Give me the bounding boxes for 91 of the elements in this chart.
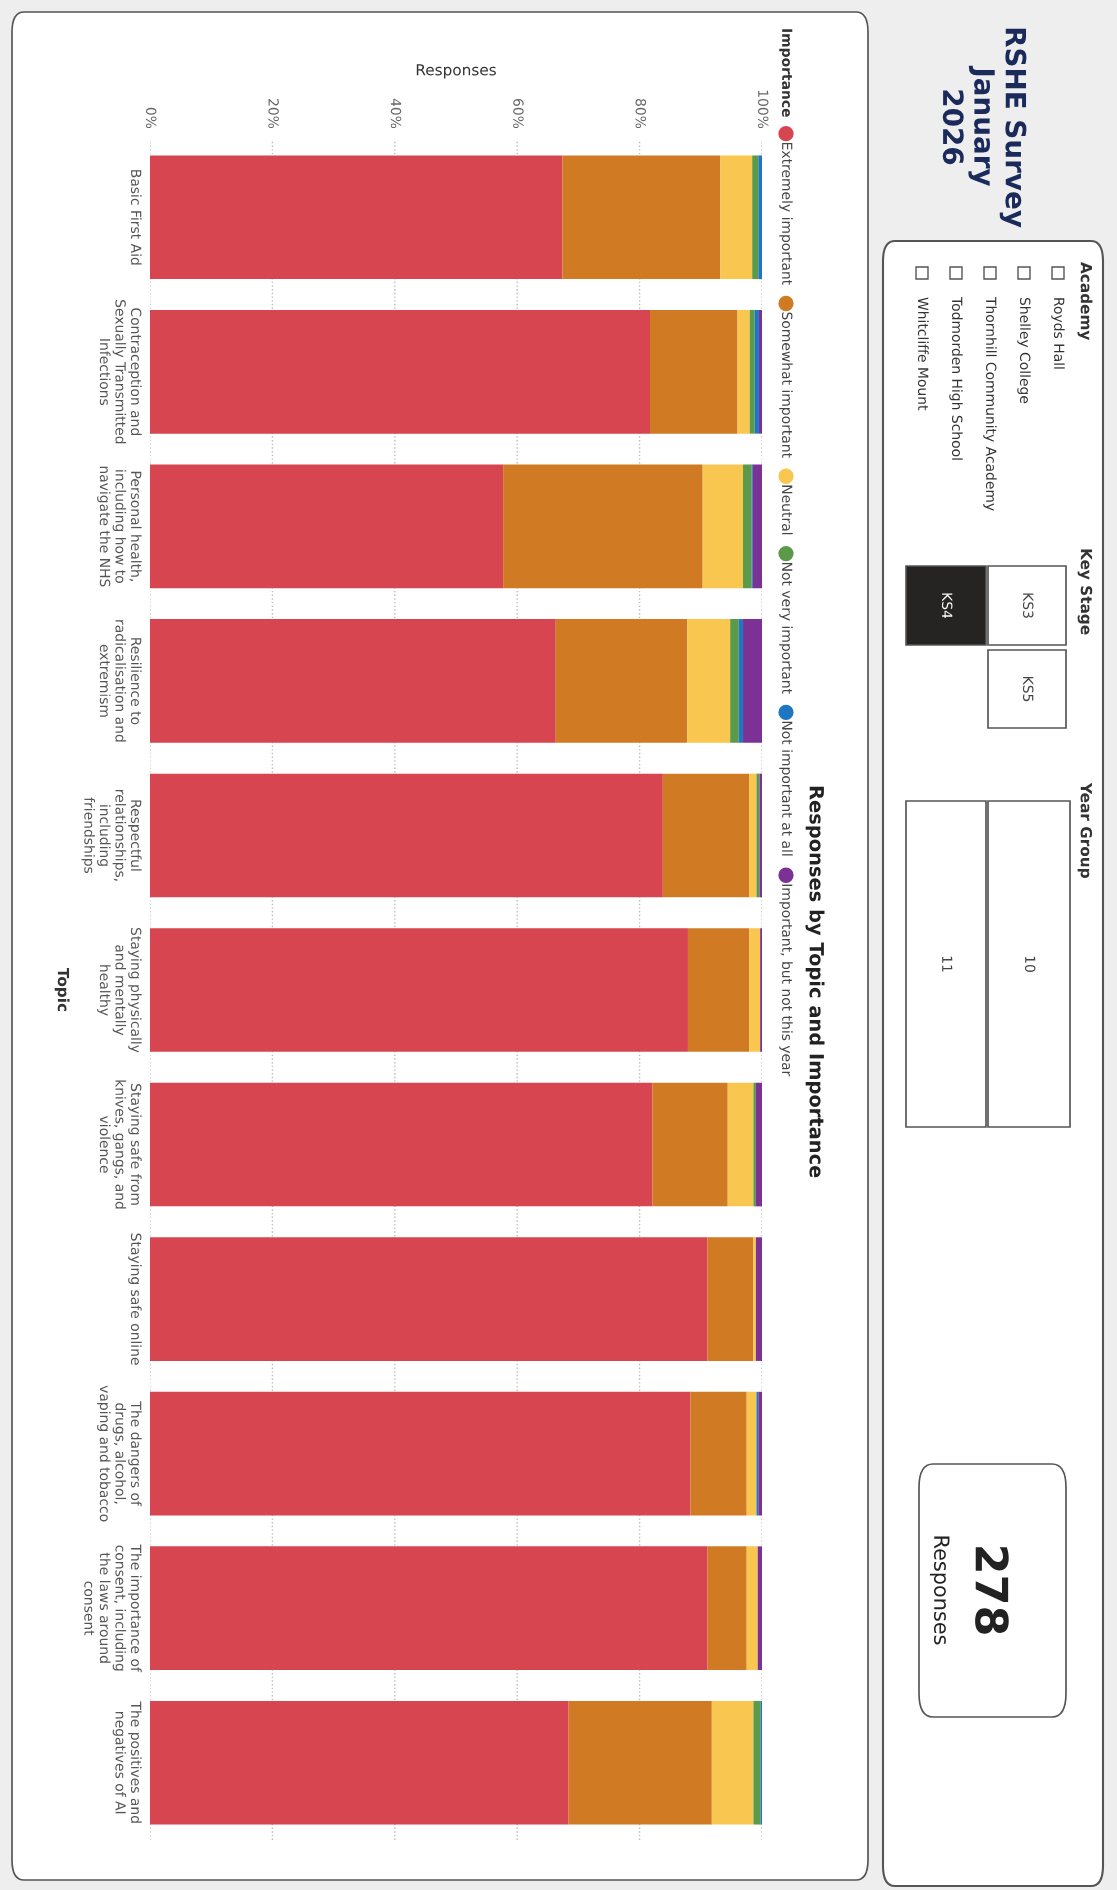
y-tick-label: Resilience to radicalisation and extremism bbox=[99, 620, 142, 742]
y-tick-label: Contraception and Sexually Transmitted Infections bbox=[99, 300, 142, 444]
bar bbox=[730, 619, 739, 743]
bar bbox=[755, 1237, 762, 1361]
text: 11 bbox=[942, 956, 953, 972]
bar bbox=[746, 1546, 758, 1670]
x-tick-label: 60% bbox=[513, 98, 524, 129]
bar bbox=[749, 773, 757, 898]
text: Year Group bbox=[1077, 782, 1093, 878]
text: Key Stage bbox=[1077, 549, 1093, 635]
y-tick-label: Basic First Aid bbox=[130, 170, 142, 265]
bar bbox=[687, 928, 750, 1052]
bar bbox=[707, 1546, 747, 1670]
legend-title: Importance bbox=[779, 29, 793, 117]
bar bbox=[753, 1700, 761, 1825]
y-tick-label: The dangers of drugs, alcohol, vaping and tobacco bbox=[97, 1385, 142, 1522]
bar bbox=[749, 928, 761, 1052]
text: Responses by Topic and Importance bbox=[805, 786, 825, 1178]
bar bbox=[503, 464, 703, 589]
bar bbox=[727, 1082, 754, 1207]
bar bbox=[150, 1237, 708, 1361]
bar bbox=[757, 1546, 762, 1670]
x-tick-label: 0% bbox=[145, 107, 157, 129]
text: KS5 bbox=[1022, 676, 1034, 702]
legend-label: Somewhat important bbox=[779, 312, 793, 458]
bar bbox=[150, 773, 663, 898]
bar bbox=[652, 1082, 728, 1207]
bar bbox=[150, 464, 504, 589]
x-axis-title: Responses bbox=[416, 64, 496, 79]
text: KS3 bbox=[1022, 593, 1034, 618]
y-tick-label: The importance of consent, including the laws around consent bbox=[84, 1544, 142, 1673]
bar bbox=[555, 619, 688, 743]
bar bbox=[702, 464, 744, 589]
bar bbox=[711, 1700, 754, 1825]
bar bbox=[687, 619, 731, 743]
bar bbox=[738, 619, 744, 743]
bar bbox=[150, 928, 688, 1052]
bar bbox=[755, 1082, 762, 1207]
legend-label: Neutral bbox=[781, 485, 793, 535]
legend-label: Extremely important bbox=[779, 142, 793, 285]
bar bbox=[150, 1700, 569, 1825]
y-tick-label: Staying safe from knives, gangs, and violence bbox=[99, 1080, 142, 1209]
bar bbox=[150, 155, 563, 280]
bar bbox=[690, 1391, 747, 1516]
bar bbox=[749, 310, 755, 434]
text: Todmorden High School bbox=[949, 296, 963, 460]
text: KS4 bbox=[941, 593, 953, 619]
bar bbox=[150, 310, 650, 434]
text: Responses bbox=[929, 1536, 950, 1645]
legend-label: Not very important bbox=[779, 562, 793, 694]
x-tick-label: 100% bbox=[757, 90, 769, 129]
bar bbox=[758, 310, 762, 434]
text: Thornhill Community Academy bbox=[983, 296, 997, 511]
text: RSHE Survey January 2026 bbox=[942, 28, 1027, 228]
text: Academy bbox=[1077, 262, 1093, 341]
text: 278 bbox=[975, 1547, 1009, 1634]
x-tick-label: 40% bbox=[390, 98, 402, 129]
bar bbox=[562, 155, 721, 280]
text: Shelley College bbox=[1017, 297, 1031, 404]
bar bbox=[568, 1700, 712, 1825]
bar bbox=[752, 155, 759, 280]
y-tick-label: Staying physically and mentally healthy bbox=[97, 927, 142, 1053]
bar bbox=[150, 1546, 708, 1670]
y-axis-title: Topic bbox=[54, 968, 70, 1012]
bar bbox=[753, 1237, 756, 1361]
bar bbox=[650, 310, 738, 434]
legend-label: Not important at all bbox=[779, 721, 793, 856]
text: Whitcliffe Mount bbox=[917, 297, 929, 411]
y-tick-label: Respectful relationships, including friendships bbox=[81, 790, 142, 881]
bar bbox=[150, 1391, 691, 1516]
bar bbox=[150, 1082, 653, 1207]
x-tick-label: 80% bbox=[635, 98, 647, 129]
bar bbox=[743, 619, 762, 743]
text: Royds Hall bbox=[1051, 298, 1065, 369]
bar bbox=[743, 464, 752, 589]
bar bbox=[720, 155, 753, 280]
bar bbox=[150, 619, 556, 743]
bar bbox=[707, 1237, 754, 1361]
bar bbox=[752, 464, 762, 589]
bar bbox=[662, 773, 750, 898]
text: 10 bbox=[1024, 956, 1036, 972]
bar bbox=[737, 310, 750, 434]
y-tick-label: The positives and negatives of AI bbox=[112, 1701, 142, 1823]
legend-label: Important, but not this year bbox=[779, 884, 793, 1077]
bar bbox=[754, 310, 759, 434]
y-tick-label: Personal health, including how to navigate the NHS bbox=[97, 466, 142, 587]
bar bbox=[753, 1082, 756, 1207]
x-tick-label: 20% bbox=[268, 99, 279, 129]
bar bbox=[746, 1391, 757, 1516]
bar bbox=[758, 155, 762, 280]
y-tick-label: Staying safe online bbox=[128, 1233, 142, 1365]
